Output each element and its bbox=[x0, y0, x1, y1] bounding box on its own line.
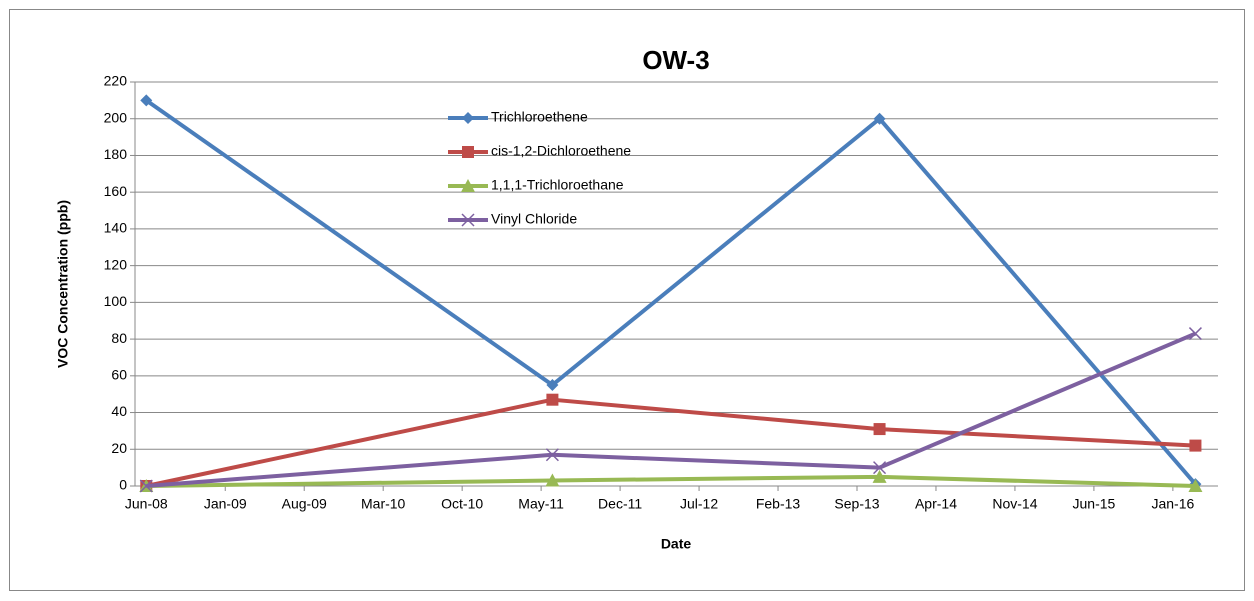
chart-title: OW-3 bbox=[642, 45, 709, 75]
marker bbox=[1189, 439, 1202, 452]
y-tick-label: 100 bbox=[104, 293, 128, 309]
y-tick-label: 220 bbox=[104, 73, 128, 89]
marker bbox=[546, 393, 559, 406]
x-tick-label: Apr-14 bbox=[915, 496, 957, 512]
x-tick-label: Feb-13 bbox=[756, 496, 801, 512]
x-tick-label: Nov-14 bbox=[992, 496, 1037, 512]
series-line bbox=[146, 331, 1197, 488]
marker bbox=[461, 213, 475, 227]
series-line bbox=[145, 397, 1196, 488]
x-tick-label: May-11 bbox=[518, 496, 564, 512]
y-tick-label: 60 bbox=[111, 367, 127, 383]
y-tick-label: 200 bbox=[104, 109, 128, 125]
marker bbox=[546, 379, 559, 391]
x-tick-label: Dec-11 bbox=[598, 496, 642, 512]
marker bbox=[1188, 327, 1202, 341]
marker bbox=[872, 469, 887, 483]
y-tick-label: 40 bbox=[111, 403, 127, 419]
y-axis-label: VOC Concentration (ppb) bbox=[55, 200, 71, 368]
marker bbox=[1188, 479, 1203, 492]
marker bbox=[545, 448, 559, 462]
x-tick-label: Aug-09 bbox=[282, 496, 327, 512]
legend-label: cis-1,2-Dichloroethene bbox=[491, 143, 631, 159]
x-tick-label: Oct-10 bbox=[441, 496, 483, 512]
legend-label: Trichloroethene bbox=[491, 109, 588, 125]
legend-label: 1,1,1-Trichloroethane bbox=[491, 177, 624, 193]
x-tick-label: Jun-15 bbox=[1073, 496, 1116, 512]
x-tick-label: Jul-12 bbox=[680, 496, 718, 512]
marker bbox=[139, 479, 153, 493]
y-tick-label: 180 bbox=[104, 146, 128, 162]
marker bbox=[461, 179, 475, 192]
x-tick-label: Mar-10 bbox=[361, 496, 406, 512]
series-line bbox=[146, 474, 1196, 488]
marker bbox=[140, 94, 153, 107]
marker bbox=[462, 146, 474, 158]
marker bbox=[873, 461, 887, 475]
y-tick-label: 0 bbox=[119, 477, 127, 493]
x-tick-label: Jan-09 bbox=[204, 496, 247, 512]
x-axis-label: Date bbox=[661, 536, 692, 552]
y-tick-label: 20 bbox=[111, 440, 127, 456]
y-tick-label: 120 bbox=[104, 256, 128, 272]
series-line bbox=[145, 98, 1197, 486]
y-tick-label: 140 bbox=[104, 220, 128, 236]
marker bbox=[462, 112, 474, 124]
y-tick-label: 80 bbox=[111, 330, 127, 346]
x-tick-label: Jan-16 bbox=[1151, 496, 1194, 512]
y-tick-label: 160 bbox=[104, 183, 128, 199]
x-tick-label: Jun-08 bbox=[125, 496, 168, 512]
marker bbox=[873, 423, 886, 436]
marker bbox=[545, 473, 560, 487]
legend-label: Vinyl Chloride bbox=[491, 211, 577, 227]
marker bbox=[873, 112, 886, 125]
x-tick-label: Sep-13 bbox=[834, 496, 879, 512]
